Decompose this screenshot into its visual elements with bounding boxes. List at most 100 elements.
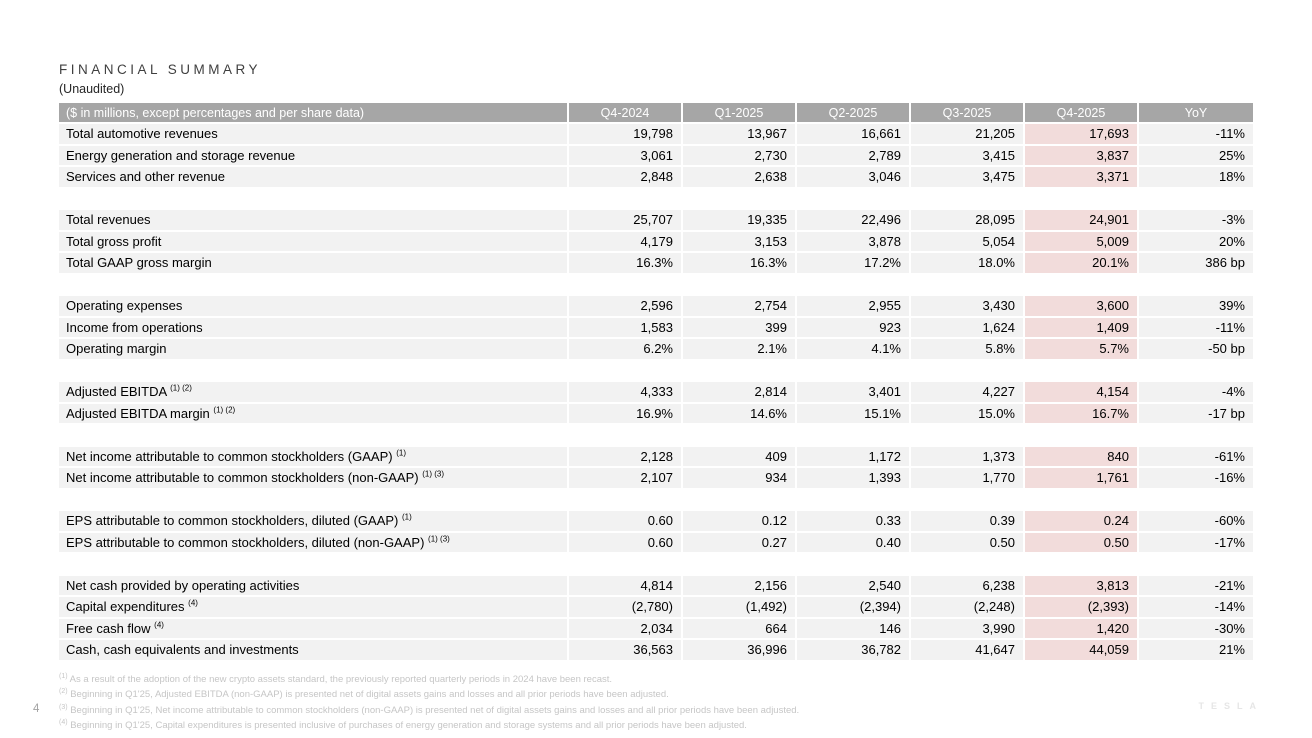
cell-value: 2,848: [569, 167, 683, 189]
cell-value: 36,996: [683, 640, 797, 662]
cell-value: 14.6%: [683, 403, 797, 425]
cell-value: 36,563: [569, 640, 683, 662]
cell-value: 2,814: [683, 382, 797, 404]
row-label: Total revenues: [59, 210, 569, 232]
cell-value: 409: [683, 446, 797, 468]
table-row: Operating margin 6.2% 2.1% 4.1% 5.8% 5.7% -50 …: [59, 339, 1253, 361]
cell-value: 4,227: [911, 382, 1025, 404]
cell-value: 3,401: [797, 382, 911, 404]
cell-value: 16,661: [797, 124, 911, 146]
row-label: Services and other revenue: [59, 167, 569, 189]
table-row: Operating expenses 2,596 2,754 2,955 3,430 3,…: [59, 296, 1253, 318]
row-label: Cash, cash equivalents and investments: [59, 640, 569, 662]
cell-value: 15.1%: [797, 403, 911, 425]
cell-value: 25%: [1139, 145, 1253, 167]
cell-value: 39%: [1139, 296, 1253, 318]
cell-value: 1,393: [797, 468, 911, 490]
row-label: Total GAAP gross margin: [59, 253, 569, 275]
column-header-q4-2025: Q4-2025: [1025, 103, 1139, 124]
cell-value: 2,789: [797, 145, 911, 167]
cell-value: 1,770: [911, 468, 1025, 490]
cell-value: 2,730: [683, 145, 797, 167]
cell-value: 0.27: [683, 532, 797, 554]
footnote-marker: (4): [154, 620, 164, 630]
column-header-q4-2024: Q4-2024: [569, 103, 683, 124]
cell-value: 16.7%: [1025, 403, 1139, 425]
footnote-marker: (3): [59, 703, 68, 711]
table-row: Total GAAP gross margin 16.3% 16.3% 17.2% 18…: [59, 253, 1253, 275]
cell-value: 20.1%: [1025, 253, 1139, 275]
cell-value: 1,373: [911, 446, 1025, 468]
footnote-marker: (1) (2): [213, 405, 236, 415]
footnote-marker: (2): [59, 688, 68, 696]
cell-value: 3,430: [911, 296, 1025, 318]
row-label: Capital expenditures (4): [59, 597, 569, 619]
cell-value: 4,154: [1025, 382, 1139, 404]
footnote-marker: (1): [396, 448, 406, 458]
cell-value: 6,238: [911, 575, 1025, 597]
footnote-marker: (1): [402, 512, 412, 522]
cell-value: 3,371: [1025, 167, 1139, 189]
table-header-row: ($ in millions, except percentages and p…: [59, 103, 1253, 124]
row-label: EPS attributable to common stockholders,…: [59, 511, 569, 533]
table-row: EPS attributable to common stockholders,…: [59, 511, 1253, 533]
cell-value: 146: [797, 618, 911, 640]
footnote-marker: (1): [59, 672, 68, 680]
cell-value: 2,955: [797, 296, 911, 318]
cell-value: 0.60: [569, 532, 683, 554]
cell-value: 399: [683, 317, 797, 339]
cell-value: 15.0%: [911, 403, 1025, 425]
row-label: Energy generation and storage revenue: [59, 145, 569, 167]
cell-value: 16.3%: [569, 253, 683, 275]
table-row: Total gross profit 4,179 3,153 3,878 5,054 5,…: [59, 231, 1253, 253]
cell-value: 664: [683, 618, 797, 640]
column-header-q2-2025: Q2-2025: [797, 103, 911, 124]
cell-value: -21%: [1139, 575, 1253, 597]
cell-value: 3,837: [1025, 145, 1139, 167]
cell-value: 0.24: [1025, 511, 1139, 533]
footnote-line: (3) Beginning in Q1'25, Net income attri…: [59, 703, 800, 716]
cell-value: -16%: [1139, 468, 1253, 490]
spacer-row: [59, 554, 1253, 576]
cell-value: 4.1%: [797, 339, 911, 361]
table-row: Net income attributable to common stockh…: [59, 446, 1253, 468]
cell-value: 840: [1025, 446, 1139, 468]
table-row: Energy generation and storage revenue 3,0…: [59, 145, 1253, 167]
footnote-marker: (1) (3): [428, 534, 450, 544]
cell-value: 5.7%: [1025, 339, 1139, 361]
cell-value: 2,754: [683, 296, 797, 318]
row-label: Total automotive revenues: [59, 124, 569, 146]
cell-value: 13,967: [683, 124, 797, 146]
cell-value: 6.2%: [569, 339, 683, 361]
row-label: Operating margin: [59, 339, 569, 361]
tesla-logo: TESLA: [1198, 701, 1263, 711]
column-header-q3-2025: Q3-2025: [911, 103, 1025, 124]
cell-value: 24,901: [1025, 210, 1139, 232]
footnote-marker: (1) (2): [170, 383, 192, 393]
cell-value: -17 bp: [1139, 403, 1253, 425]
table-row: EPS attributable to common stockholders,…: [59, 532, 1253, 554]
cell-value: 5,054: [911, 231, 1025, 253]
cell-value: 0.12: [683, 511, 797, 533]
cell-value: 3,600: [1025, 296, 1139, 318]
footnote-line: (1) As a result of the adoption of the n…: [59, 672, 613, 685]
table-row: Net income attributable to common stockh…: [59, 468, 1253, 490]
cell-value: 28,095: [911, 210, 1025, 232]
table-row: Total revenues 25,707 19,335 22,496 28,095 24…: [59, 210, 1253, 232]
spacer-cell: [59, 554, 1253, 576]
table-row: Adjusted EBITDA margin (1) (2) 16.9% 14.6%…: [59, 403, 1253, 425]
spacer-cell: [59, 360, 1253, 382]
cell-value: 16.9%: [569, 403, 683, 425]
cell-value: 3,475: [911, 167, 1025, 189]
cell-value: -60%: [1139, 511, 1253, 533]
cell-value: 19,798: [569, 124, 683, 146]
cell-value: 3,061: [569, 145, 683, 167]
cell-value: 934: [683, 468, 797, 490]
cell-value: 1,761: [1025, 468, 1139, 490]
cell-value: 21,205: [911, 124, 1025, 146]
cell-value: (2,393): [1025, 597, 1139, 619]
cell-value: 4,179: [569, 231, 683, 253]
cell-value: 0.50: [1025, 532, 1139, 554]
row-label: Net cash provided by operating activitie…: [59, 575, 569, 597]
cell-value: 41,647: [911, 640, 1025, 662]
